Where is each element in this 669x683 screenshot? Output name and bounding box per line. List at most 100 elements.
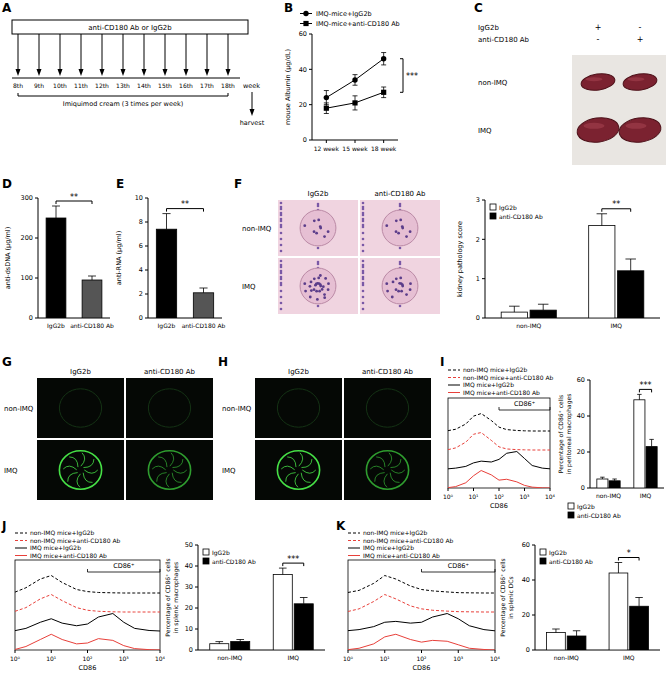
legend-label: anti-CD180 Ab xyxy=(212,558,256,565)
legend-label: IgG2b xyxy=(212,549,230,557)
x-tick-label: non-IMQ xyxy=(516,322,541,329)
y-tick xyxy=(35,238,38,239)
axis-title: CD86 xyxy=(79,664,97,672)
bar xyxy=(530,310,556,318)
marker xyxy=(381,56,386,61)
y-tick xyxy=(309,69,312,70)
y-tick-label: 40 xyxy=(299,66,307,74)
legend-label: IgG2b xyxy=(577,503,595,511)
error-bar xyxy=(552,629,560,633)
x-tick-label: 10⁰ xyxy=(443,493,454,500)
bar xyxy=(597,479,608,488)
bar xyxy=(634,400,645,488)
glomerulus xyxy=(382,210,418,246)
week-label: 11th xyxy=(74,82,88,89)
legend-swatch xyxy=(490,213,496,219)
error-bar xyxy=(279,568,287,574)
y-tick xyxy=(482,318,485,319)
error-bar xyxy=(573,631,581,636)
stain-deposit xyxy=(170,453,174,466)
significance-bracket xyxy=(400,59,403,93)
x-tick-label: 12 week xyxy=(314,145,340,152)
row-label: anti-CD180 Ab xyxy=(478,36,530,44)
cream-bracket xyxy=(18,93,228,96)
x-tick-label: non-IMQ xyxy=(217,654,242,661)
marker xyxy=(352,77,357,82)
legend-line xyxy=(348,548,360,549)
arrow-head xyxy=(37,69,42,76)
error-bar xyxy=(199,288,207,293)
nucleus xyxy=(397,290,400,293)
stain-deposit xyxy=(286,473,296,482)
y-tick xyxy=(35,278,38,279)
bar xyxy=(273,574,292,650)
legend-label: IgG2b xyxy=(499,204,517,212)
y-tick-label: 300 xyxy=(21,194,33,202)
x-tick-label: IgG2b xyxy=(47,322,65,330)
glomerulus-stain xyxy=(366,389,408,427)
histogram-curve xyxy=(448,452,550,469)
histogram-curve xyxy=(348,614,495,631)
nucleus xyxy=(317,261,320,264)
y-tick xyxy=(587,416,590,417)
error-bar xyxy=(353,75,358,86)
x-tick xyxy=(499,488,500,491)
nucleus xyxy=(405,293,408,296)
y-axis xyxy=(38,198,39,318)
injection-arrow xyxy=(102,34,103,70)
stain-deposit xyxy=(166,474,169,487)
gate-label: CD86⁺ xyxy=(113,562,134,570)
legend-label: non-IMQ mice+anti-CD180 Ab xyxy=(30,537,120,544)
x-tick-label: 10³ xyxy=(453,655,464,662)
bar xyxy=(646,447,657,488)
micrograph xyxy=(255,440,342,500)
stain-deposit xyxy=(172,459,182,467)
bar xyxy=(46,218,66,318)
bar xyxy=(210,644,229,650)
nucleus xyxy=(317,219,320,222)
nucleus xyxy=(399,203,402,206)
nucleus xyxy=(362,218,365,221)
glomerulus xyxy=(300,210,336,246)
y-tick xyxy=(145,270,148,271)
y-tick-label: 40 xyxy=(185,562,193,570)
plot-area xyxy=(348,576,495,650)
arrow-head xyxy=(226,69,231,76)
axis-title: in splenic DCs xyxy=(507,576,515,618)
group-label: non-IMQ xyxy=(478,79,508,87)
legend-label: IMQ-mice+anti-CD180 Ab xyxy=(316,20,400,28)
micrograph xyxy=(344,378,431,438)
plot-area xyxy=(210,568,314,650)
error-bar xyxy=(635,598,643,607)
axis-title: in peritoneal macrophages xyxy=(565,394,573,475)
error-bar xyxy=(381,53,386,65)
y-tick-label: 0 xyxy=(303,136,307,144)
nucleus xyxy=(362,212,365,215)
bar xyxy=(294,604,313,650)
harvest-arrow xyxy=(252,92,253,110)
error-bar xyxy=(324,103,329,114)
marker xyxy=(381,90,386,95)
x-tick xyxy=(355,140,356,143)
nucleus xyxy=(317,305,320,308)
nucleus xyxy=(327,230,330,233)
legend-label: IMQ mice+anti-CD180 Ab xyxy=(30,552,107,559)
nucleus xyxy=(395,219,398,222)
stain-deposit xyxy=(69,457,78,467)
nucleus xyxy=(280,202,283,205)
x-tick-label: 10⁰ xyxy=(343,655,354,662)
axis-title: Percentage of CD86⁺ cells xyxy=(557,395,565,473)
panel-label: K xyxy=(336,519,346,533)
x-tick xyxy=(524,488,525,491)
legend-label: IgG2b xyxy=(549,549,567,557)
y-tick xyxy=(145,222,148,223)
stain-deposit xyxy=(302,470,315,473)
x-tick-label: 10³ xyxy=(519,493,530,500)
gate-label: CD86⁺ xyxy=(514,400,535,408)
stain-deposit xyxy=(281,466,294,470)
legend-swatch xyxy=(540,549,546,555)
nucleus xyxy=(309,285,312,288)
legend-line xyxy=(348,555,360,556)
micrograph xyxy=(360,200,440,256)
injection-arrow xyxy=(123,34,124,70)
